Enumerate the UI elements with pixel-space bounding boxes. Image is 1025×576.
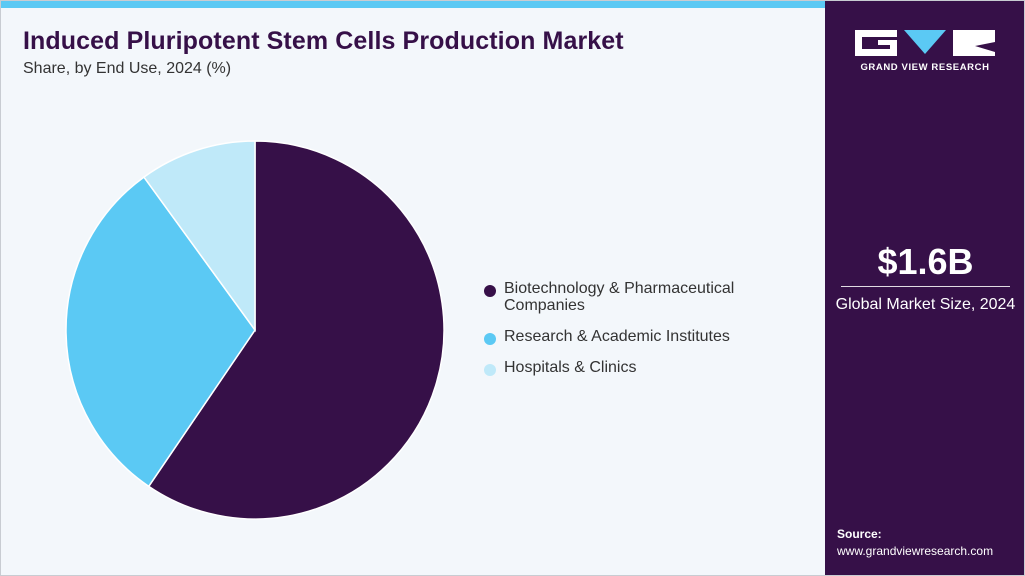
legend-item: Hospitals & Clinics bbox=[484, 359, 804, 376]
legend-item: Biotechnology & Pharmaceutical Companies bbox=[484, 280, 804, 314]
sidebar-panel: GRAND VIEW RESEARCH $1.6B Global Market … bbox=[825, 1, 1024, 575]
chart-legend: Biotechnology & Pharmaceutical Companies… bbox=[484, 280, 804, 376]
legend-label: Research & Academic Institutes bbox=[504, 328, 730, 345]
accent-bar bbox=[1, 1, 825, 8]
chart-subtitle: Share, by End Use, 2024 (%) bbox=[23, 60, 232, 77]
legend-swatch bbox=[484, 333, 496, 345]
pie-slice-3 bbox=[142, 140, 256, 333]
chart-title: Induced Pluripotent Stem Cells Productio… bbox=[23, 27, 624, 55]
source-url[interactable]: www.grandviewresearch.com bbox=[837, 544, 994, 558]
pie-slice-2 bbox=[65, 176, 256, 488]
legend-label: Hospitals & Clinics bbox=[504, 359, 637, 376]
brand-logo: GRAND VIEW RESEARCH bbox=[855, 28, 995, 74]
pie-slice-1 bbox=[147, 140, 445, 520]
market-size-label: Global Market Size, 2024 bbox=[835, 296, 1016, 313]
legend-swatch bbox=[484, 364, 496, 376]
logo-mark-icon bbox=[855, 30, 995, 56]
logo-text: GRAND VIEW RESEARCH bbox=[860, 62, 990, 73]
legend-label: Biotechnology & Pharmaceutical Companies bbox=[504, 280, 735, 314]
legend-swatch bbox=[484, 285, 496, 297]
pie-chart bbox=[65, 140, 445, 520]
market-size-value: $1.6B bbox=[877, 241, 974, 282]
divider bbox=[841, 286, 1010, 287]
source-label: Source: bbox=[837, 527, 882, 541]
legend-item: Research & Academic Institutes bbox=[484, 328, 804, 345]
